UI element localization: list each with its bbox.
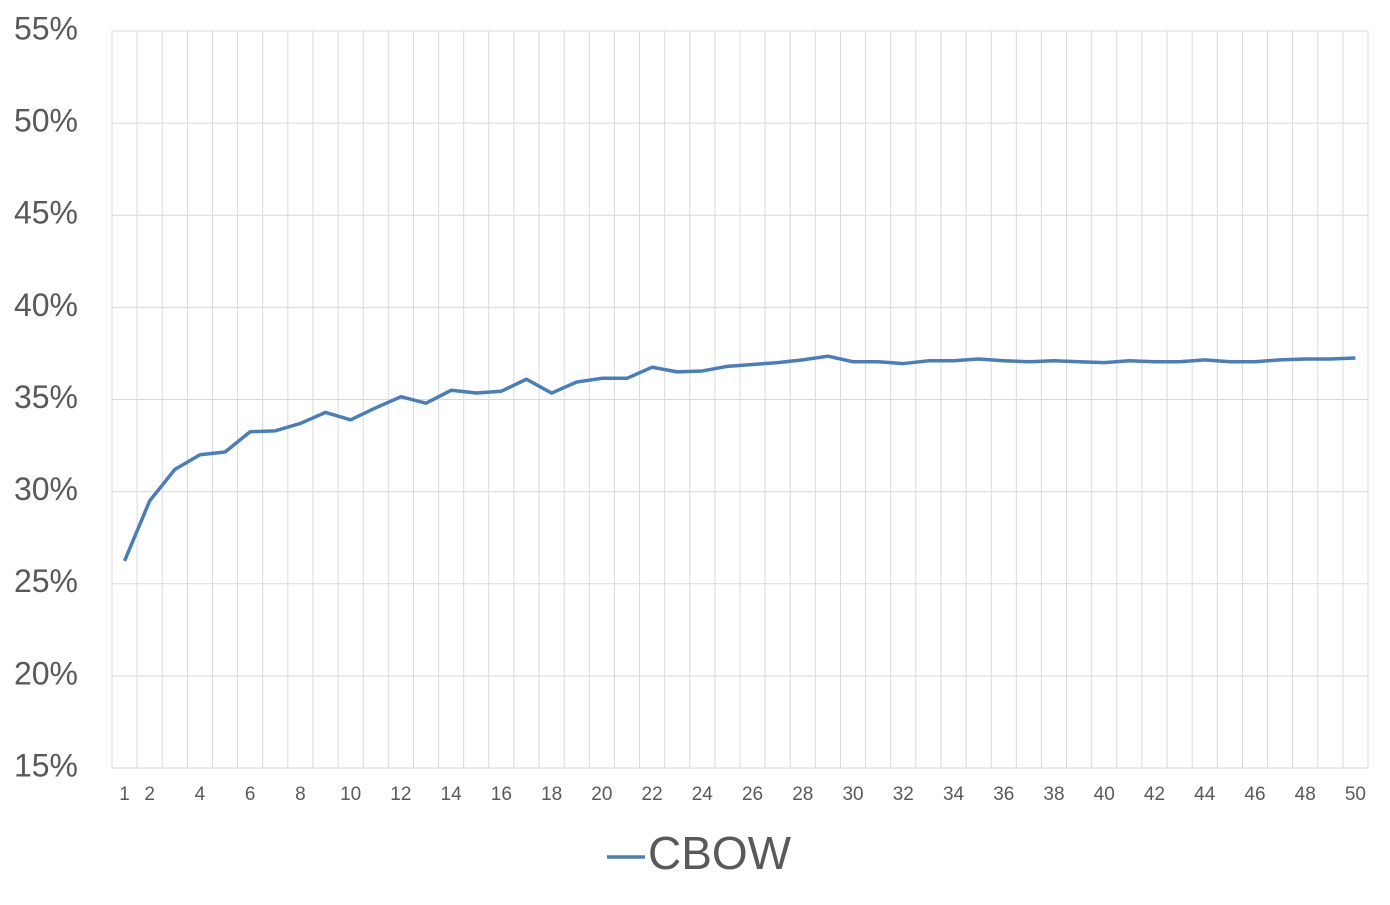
x-tick-label: 44	[1194, 784, 1216, 805]
y-tick-label: 20%	[14, 655, 78, 691]
y-tick-label: 40%	[14, 287, 78, 323]
x-tick-label: 20	[591, 784, 612, 805]
y-tick-label: 55%	[14, 10, 78, 46]
legend-label: CBOW	[648, 827, 792, 879]
x-tick-label: 42	[1144, 784, 1165, 805]
x-tick-label: 22	[642, 784, 663, 805]
x-tick-label: 48	[1295, 784, 1316, 805]
x-tick-label: 4	[195, 784, 206, 805]
x-tick-label: 30	[842, 784, 863, 805]
x-tick-label: 40	[1094, 784, 1115, 805]
x-tick-label: 10	[340, 784, 361, 805]
x-tick-label: 12	[390, 784, 411, 805]
x-tick-label: 28	[792, 784, 813, 805]
y-tick-label: 15%	[14, 747, 78, 783]
x-tick-label: 1	[119, 784, 130, 805]
y-tick-label: 35%	[14, 379, 78, 415]
line	[122, 354, 1356, 562]
y-tick-label: 30%	[14, 471, 78, 507]
x-tick-label: 32	[893, 784, 914, 805]
y-tick-label: 50%	[14, 103, 78, 139]
y-tick-label: 45%	[14, 195, 78, 231]
x-tick-label: 38	[1043, 784, 1064, 805]
x-tick-label: 26	[742, 784, 763, 805]
x-tick-label: 46	[1244, 784, 1265, 805]
x-tick-label: 24	[692, 784, 714, 805]
x-tick-label: 18	[541, 784, 562, 805]
x-tick-label: 34	[943, 784, 965, 805]
y-tick-label: 25%	[14, 563, 78, 599]
x-tick-label: 8	[295, 784, 306, 805]
x-tick-label: 36	[993, 784, 1014, 805]
x-tick-label: 6	[245, 784, 256, 805]
x-tick-label: 2	[144, 784, 155, 805]
x-tick-label: 50	[1345, 784, 1366, 805]
x-tick-label: 16	[491, 784, 512, 805]
x-tick-label: 14	[441, 784, 463, 805]
